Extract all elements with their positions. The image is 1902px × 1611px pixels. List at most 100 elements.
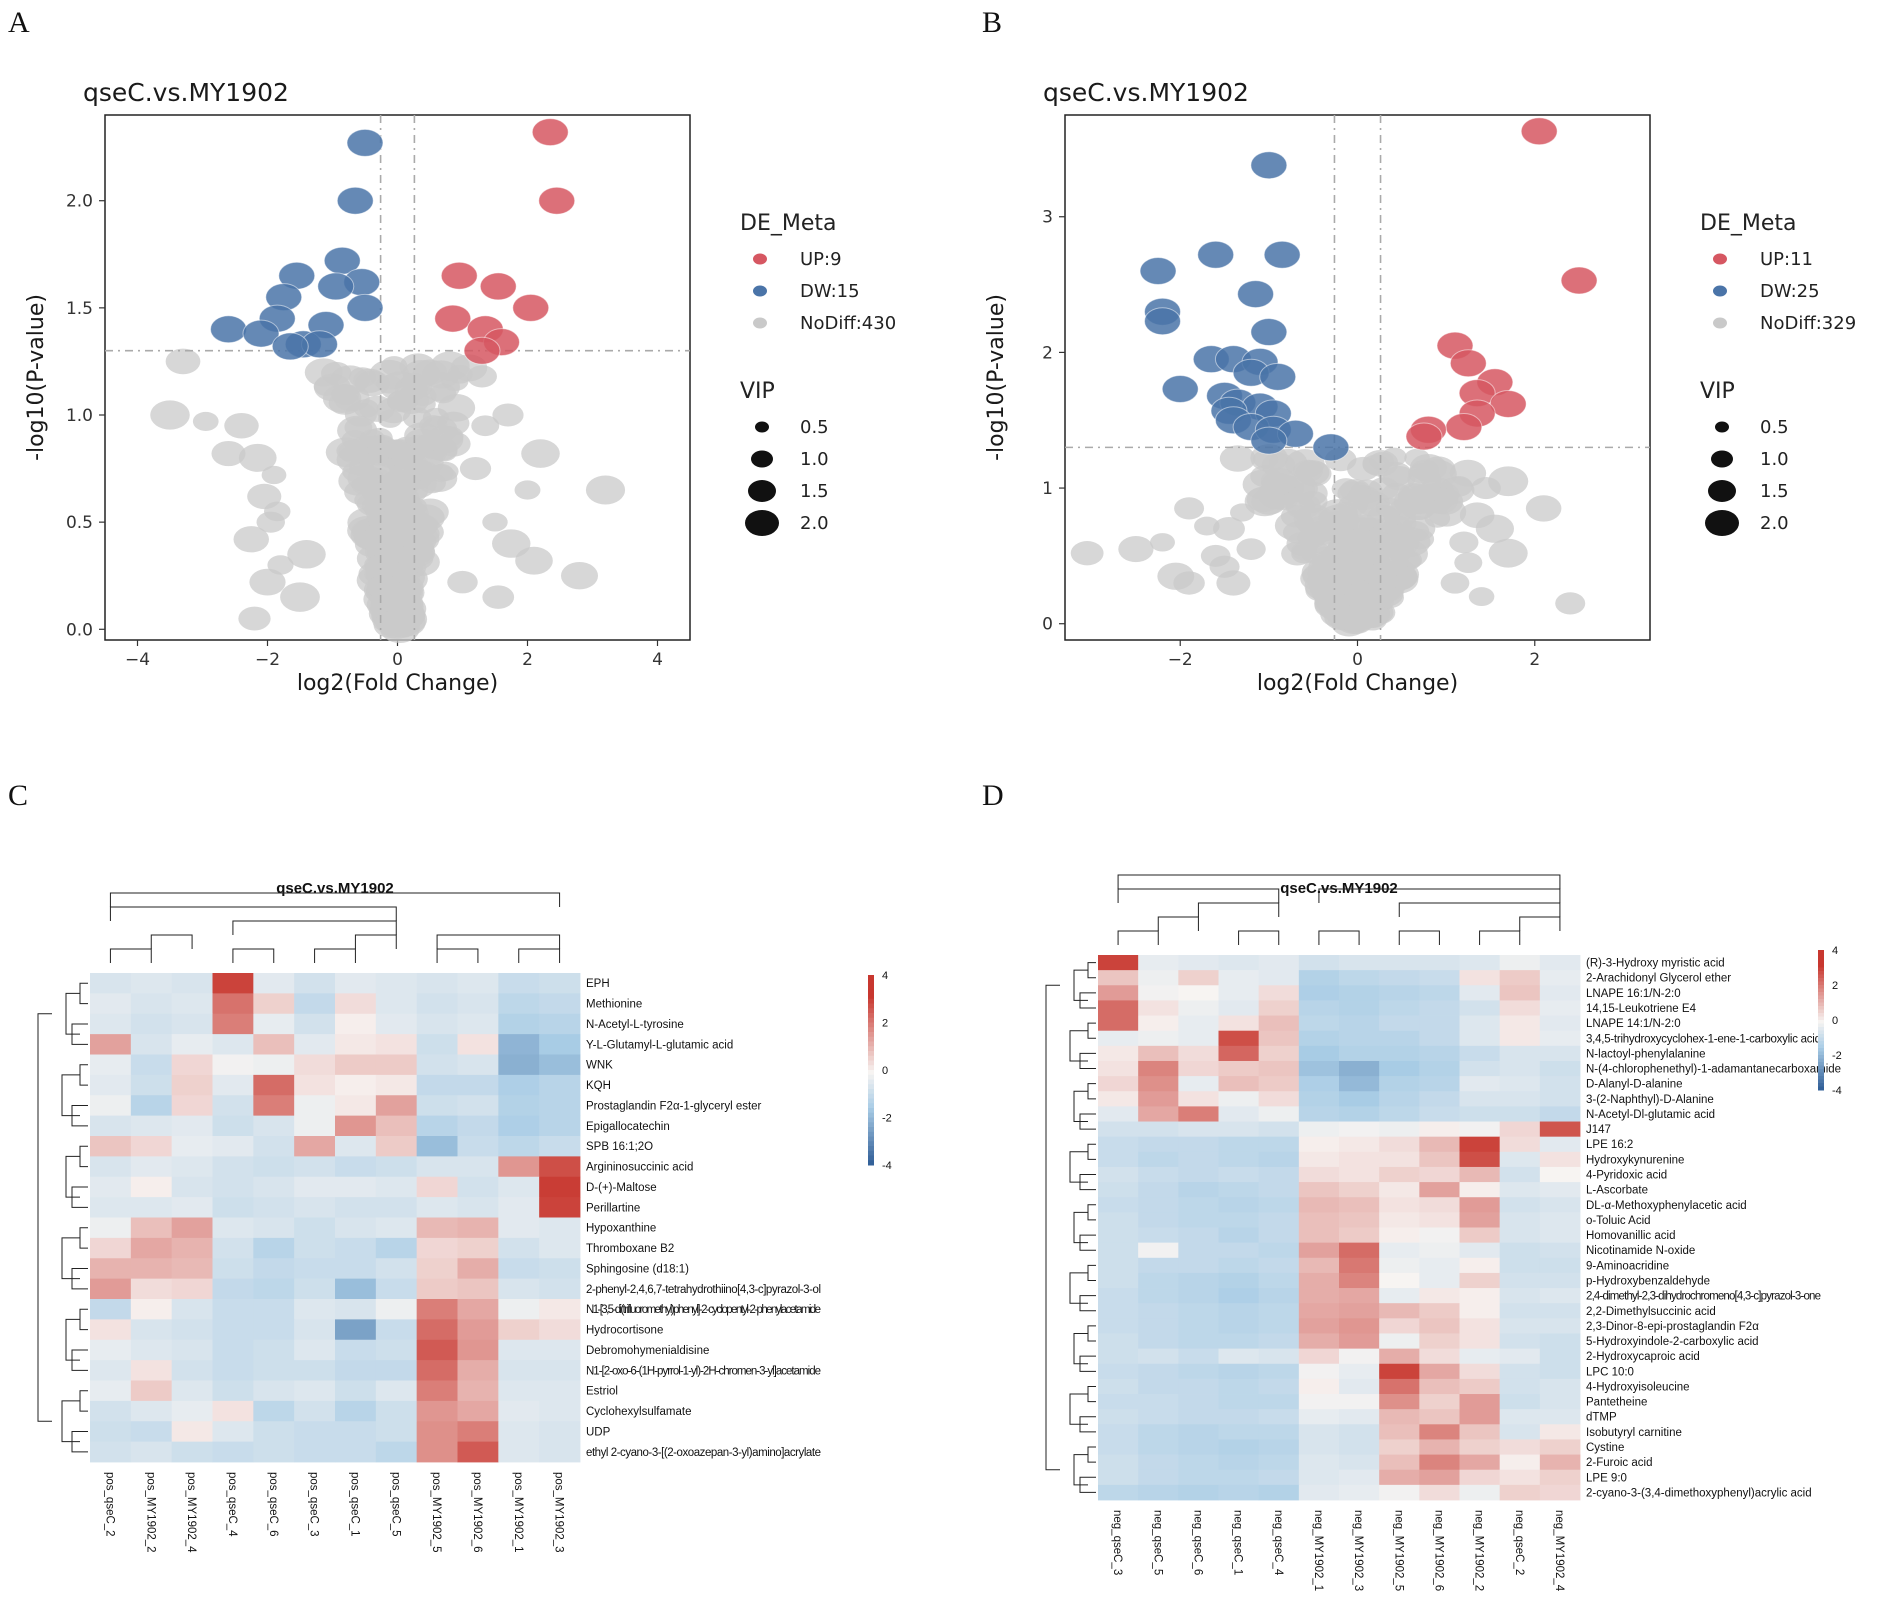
heatmap-cell [416,1074,458,1096]
heatmap-cell [1539,1076,1581,1092]
heatmap-cell [1218,1303,1260,1319]
heatmap-cell [1218,1030,1260,1047]
heatmap-cell [416,1400,458,1422]
row-dendrogram-branch [1073,1211,1088,1244]
heatmap-cell [90,1217,132,1239]
heatmap-cell [1138,1091,1179,1107]
heatmap-cell [253,1299,295,1320]
heatmap-cell [90,1074,132,1096]
heatmap-cell [1258,1166,1300,1183]
size-legend-item: 0.5 [1760,417,1789,438]
heatmap-cell [1178,1182,1219,1198]
heatmap-cell [1218,1000,1260,1016]
heatmap-cell [1298,1439,1340,1455]
heatmap-cell [539,1034,581,1055]
heatmap-cell [1539,970,1581,986]
heatmap-cell [1138,1333,1179,1350]
row-label: dTMP [1586,1412,1617,1424]
y-tick-label: 0.5 [66,513,93,533]
heatmap-cell [1339,1030,1380,1047]
heatmap-cell [1419,1333,1460,1350]
x-tick-label: 0 [1352,650,1363,670]
x-axis-label: log2(Fold Change) [1257,671,1458,696]
heatmap-cell [253,1054,295,1076]
row-label: LPC 10:0 [1586,1366,1634,1378]
heatmap-cell [416,1319,458,1341]
nodiff-point [342,462,369,482]
heatmap-cell [1298,1394,1340,1410]
heatmap-cell [1539,1484,1581,1501]
heatmap-cell [1178,1469,1219,1486]
heatmap-cell [1178,1000,1219,1016]
heatmap-cell [539,1176,581,1198]
heatmap-cell [1098,955,1139,971]
heatmap-cell [1379,1272,1420,1289]
heatmap-cell [1178,1136,1219,1153]
heatmap-cell [1499,1318,1541,1334]
heatmap-cell [171,993,213,1015]
heatmap-cell [1379,1227,1420,1244]
y-tick-label: 2 [1042,343,1053,363]
heatmap-cell [1339,1197,1380,1213]
column-label: neg_qseC_1 [1232,1510,1244,1575]
nodiff-point [560,561,599,590]
heatmap-cell [457,1197,499,1218]
heatmap-cell [90,1115,132,1137]
row-dendrogram-branch [79,1145,88,1168]
column-dendrogram-branch [518,948,561,963]
heatmap-cell [1419,1454,1460,1471]
heatmap-cell [1218,1091,1260,1107]
heatmap-cell [1098,1242,1139,1259]
heatmap-cell [1339,1166,1380,1183]
heatmap-cell [1218,1151,1260,1168]
row-dendrogram-branch [61,1237,80,1280]
heatmap-cell [1339,1439,1380,1455]
nodiff-point [515,546,553,575]
heatmap-cell [130,1339,173,1361]
row-dendrogram-branch [79,982,88,1005]
column-dendrogram-branch [109,906,397,921]
colorbar-segment [868,994,874,1000]
row-label: 2,2-Dimethylsuccinic acid [1586,1306,1716,1318]
heatmap-cell [1098,1303,1139,1319]
nodiff-point [364,521,401,549]
colorbar-segment [1818,1027,1824,1031]
heatmap-cell [1379,985,1420,1001]
heatmap-cell [375,1115,418,1137]
heatmap-cell [1138,1378,1179,1395]
heatmap-cell [1098,1394,1139,1410]
heatmap-cell [416,1258,458,1280]
row-label: Cyclohexylsulfamate [586,1406,691,1418]
heatmap-cell [294,1400,336,1422]
heatmap-cell [1178,1242,1219,1259]
heatmap-cell [1499,1378,1541,1395]
heatmap-cell [1218,1424,1260,1440]
heatmap-cell [1419,1106,1460,1122]
heatmap-cell [212,1115,254,1137]
down-point [336,186,374,215]
size-legend-item: 1.5 [800,481,829,502]
down-point [1139,257,1177,286]
heatmap-cell [1258,1212,1300,1228]
heatmap-cell [539,993,581,1015]
heatmap-cell [1539,1318,1581,1334]
heatmap-cell [375,993,418,1015]
heatmap-cell [1419,1394,1460,1410]
heatmap-cell [1459,1076,1501,1092]
colorbar-segment [868,1098,874,1104]
colorbar-segment [1818,981,1824,986]
heatmap-cell [1258,1030,1300,1047]
heatmap-cell [539,1115,581,1137]
heatmap-cell [539,1360,581,1381]
nodiff-point [408,504,445,532]
colorbar-tick-label: 2 [882,1018,888,1030]
row-label: 2-Furoic acid [1586,1457,1652,1469]
row-label: 2-cyano-3-(3,4-dimethoxyphenyl)acrylic a… [1586,1487,1812,1499]
heatmap-cell [1218,1257,1260,1274]
heatmap-cell [212,1421,254,1443]
heatmap-cell [90,1400,132,1422]
heatmap-cell [1298,1424,1340,1440]
heatmap-cell [1379,1015,1420,1032]
up-point [1560,266,1598,295]
heatmap-cell [1339,1288,1380,1304]
